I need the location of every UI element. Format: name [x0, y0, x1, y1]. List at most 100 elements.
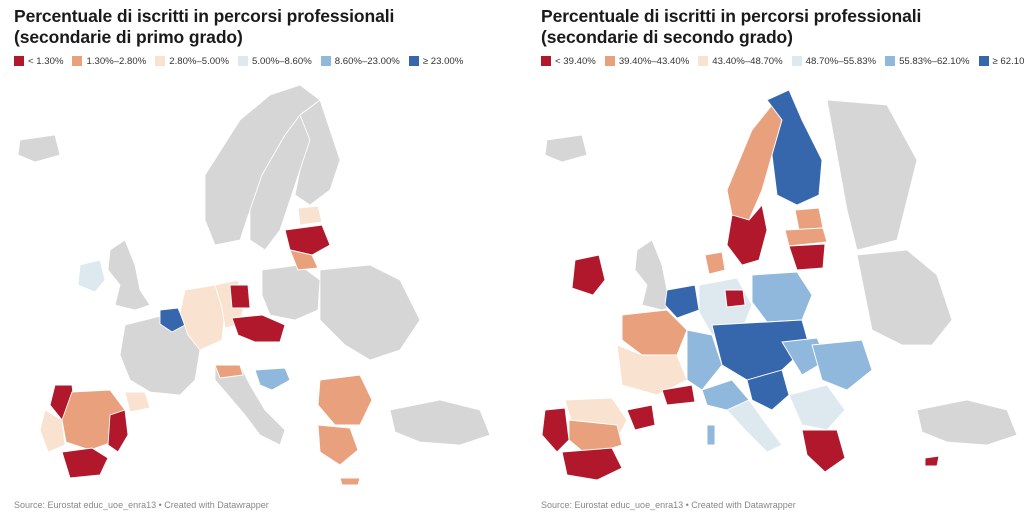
legend-swatch: [541, 56, 551, 66]
provence-region: [661, 384, 696, 406]
legend-label: < 1.30%: [28, 55, 64, 67]
legend-item: 8.60%–23.00%: [320, 55, 400, 67]
legend-label: ≥ 62.10%: [992, 55, 1024, 67]
legend-item: 43.40%–48.70%: [698, 55, 783, 67]
legend-item: 39.40%–43.40%: [604, 55, 690, 67]
data-regions: [541, 89, 940, 481]
switzerland-region: [214, 364, 244, 379]
latvia-region: [784, 227, 828, 247]
spain-east-region: [107, 409, 129, 453]
romania-region: [811, 339, 873, 391]
legend-swatch: [604, 56, 615, 66]
netherlands-region: [664, 284, 700, 319]
no-data-land: [17, 84, 491, 446]
sardinia-region: [706, 424, 716, 446]
balkans-region: [317, 374, 373, 426]
poland-region: [751, 271, 813, 323]
austria-czech-region: [231, 314, 286, 343]
uk-region: [107, 239, 151, 311]
france-east-region: [686, 329, 723, 391]
map-panel-lower-secondary: Percentuale di iscritti in percorsi prof…: [0, 0, 497, 519]
legend-swatch: [155, 56, 166, 66]
russia-region: [826, 99, 918, 251]
spain-west-region: [39, 409, 66, 453]
belgium-nl-region: [159, 307, 186, 333]
legend-item: 48.70%–55.83%: [791, 55, 877, 67]
legend-label: 43.40%–48.70%: [712, 55, 783, 67]
legend-label: 39.40%–43.40%: [618, 55, 690, 67]
denmark-region: [704, 251, 726, 275]
legend-item: ≥ 62.10%: [978, 55, 1024, 67]
balkans-region: [788, 384, 846, 431]
spain-south-region: [61, 447, 109, 479]
cyprus-region: [924, 455, 940, 467]
legend-item: < 1.30%: [14, 56, 63, 67]
legend-label: ≥ 23.00%: [422, 55, 464, 67]
no-data-land: [544, 99, 1018, 446]
legend-item: 1.30%–2.80%: [72, 56, 146, 67]
legend-label: 2.80%–5.00%: [169, 55, 229, 67]
ireland-region: [77, 259, 106, 293]
map-panel-upper-secondary: Percentuale di iscritti in percorsi prof…: [527, 0, 1024, 519]
sweden-region: [726, 204, 768, 266]
legend-swatch: [978, 56, 989, 66]
map-title: Percentuale di iscritti in percorsi prof…: [14, 6, 395, 47]
legend-item: 5.00%–8.60%: [237, 55, 312, 67]
italy-region: [214, 364, 286, 446]
legend-item: 55.83%–62.10%: [885, 55, 970, 67]
finland-region: [766, 89, 823, 206]
legend-swatch: [72, 56, 83, 66]
greece-region: [801, 429, 846, 473]
legend-swatch: [408, 56, 419, 66]
legend-swatch: [791, 56, 802, 66]
catalonia-region: [124, 391, 151, 413]
source-note: Source: Eurostat educ_uoe_enra13 • Creat…: [541, 500, 796, 510]
sweden-region: [249, 114, 311, 251]
finland-region: [294, 99, 341, 206]
eastern-europe-region: [319, 264, 421, 361]
estonia-region: [297, 205, 323, 226]
spain-south-region: [561, 447, 623, 481]
iceland-region: [544, 134, 588, 163]
legend-swatch: [14, 56, 24, 66]
data-regions: [39, 205, 373, 486]
legend-label: 8.60%–23.00%: [334, 55, 400, 67]
legend: < 1.30% 1.30%–2.80% 2.80%–5.00% 5.00%–8.…: [14, 54, 494, 68]
baltic-south-region: [289, 249, 319, 271]
estonia-region: [794, 207, 824, 231]
baltic-region: [284, 224, 331, 256]
legend-swatch: [885, 56, 896, 66]
crete-region: [339, 477, 361, 486]
legend-swatch: [320, 56, 331, 66]
legend-swatch: [237, 56, 248, 66]
legend: < 39.40% 39.40%–43.40% 43.40%–48.70% 48.…: [541, 54, 1024, 68]
legend-swatch: [698, 56, 709, 66]
legend-item: 2.80%–5.00%: [155, 56, 229, 67]
berlin-region: [724, 289, 746, 308]
choropleth-map-europe: [541, 89, 1018, 481]
legend-item: ≥ 23.00%: [408, 55, 464, 67]
choropleth-map-europe: [17, 84, 491, 486]
legend-item: < 39.40%: [541, 56, 596, 67]
map-title: Percentuale di iscritti in percorsi prof…: [541, 6, 922, 47]
portugal-region: [541, 407, 570, 453]
poland-region: [261, 264, 321, 321]
legend-label: 48.70%–55.83%: [805, 55, 877, 67]
ireland-region: [571, 254, 606, 296]
legend-label: 5.00%–8.60%: [251, 55, 312, 67]
iceland-region: [17, 134, 61, 163]
source-note: Source: Eurostat educ_uoe_enra13 • Creat…: [14, 500, 269, 510]
lithuania-region: [788, 243, 826, 271]
eastern-europe-region: [856, 249, 953, 346]
greece-region: [317, 424, 359, 466]
italy-south-region: [726, 399, 783, 453]
croatia-slovenia-region: [746, 369, 790, 411]
legend-label: < 39.40%: [555, 55, 596, 67]
turkey-region: [916, 399, 1018, 446]
catalonia-region: [626, 404, 656, 431]
legend-label: 1.30%–2.80%: [86, 55, 147, 67]
berlin-region: [229, 284, 251, 309]
turkey-region: [389, 399, 491, 446]
croatia-region: [254, 367, 291, 391]
legend-label: 55.83%–62.10%: [899, 55, 970, 67]
